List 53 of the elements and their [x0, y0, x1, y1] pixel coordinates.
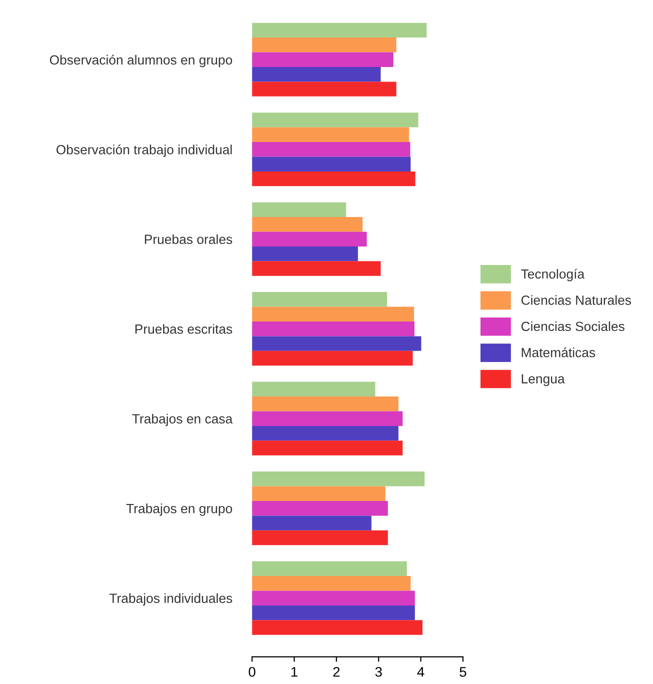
bar: [252, 202, 346, 218]
y-tick-label: Pruebas orales: [144, 234, 232, 244]
bar: [252, 306, 414, 322]
bar: [252, 22, 427, 38]
legend-label: Ciencias Sociales: [521, 321, 624, 332]
bar: [252, 530, 388, 546]
bar: [252, 232, 367, 246]
bar: [252, 576, 411, 591]
y-tick-label: Pruebas escritas: [135, 324, 232, 334]
bar: [252, 292, 388, 307]
bar: [252, 321, 414, 336]
bar: [252, 472, 425, 486]
x-tick-label: 2: [333, 666, 340, 677]
legend-label: Lengua: [522, 374, 565, 386]
bar: [252, 426, 398, 441]
bar: [252, 52, 394, 67]
y-tick-label: Observación trabajo individual: [56, 144, 232, 157]
x-tick-label: 4: [417, 667, 424, 677]
bar: [252, 590, 415, 606]
y-tick-label: Trabajos en casa: [132, 414, 233, 426]
bar: [252, 440, 403, 456]
legend-label: Matemáticas: [522, 347, 596, 358]
legend-label: Ciencias Naturales: [521, 295, 632, 305]
bar: [252, 620, 422, 635]
bar: [252, 38, 396, 52]
bar: [252, 382, 376, 397]
bar: [252, 217, 363, 232]
bar: [252, 605, 415, 620]
x-tick-label: 5: [460, 667, 466, 677]
bar: [252, 486, 386, 501]
x-tick-label: 3: [375, 666, 382, 677]
bar: [252, 500, 388, 516]
bar: [252, 411, 403, 426]
bar: [252, 350, 413, 366]
bar: [252, 142, 410, 157]
bar: [252, 561, 407, 576]
bar: [252, 66, 381, 82]
bar: [252, 516, 372, 530]
bar: [252, 156, 411, 172]
bar: [252, 246, 358, 262]
x-tick-label: 1: [291, 667, 298, 677]
bar: [252, 171, 416, 186]
y-tick-label: Trabajos individuales: [109, 593, 232, 606]
bar: [252, 336, 422, 351]
y-tick-label: Observación alumnos en grupo: [50, 54, 232, 68]
bar: [252, 396, 398, 412]
bar: [252, 112, 418, 128]
bar: [252, 127, 409, 142]
bar: [252, 82, 396, 96]
legend-label: Tecnología: [521, 268, 585, 282]
x-tick-label: 0: [248, 666, 256, 677]
y-tick-label: Trabajos en grupo: [126, 504, 232, 516]
bar: [252, 261, 381, 276]
